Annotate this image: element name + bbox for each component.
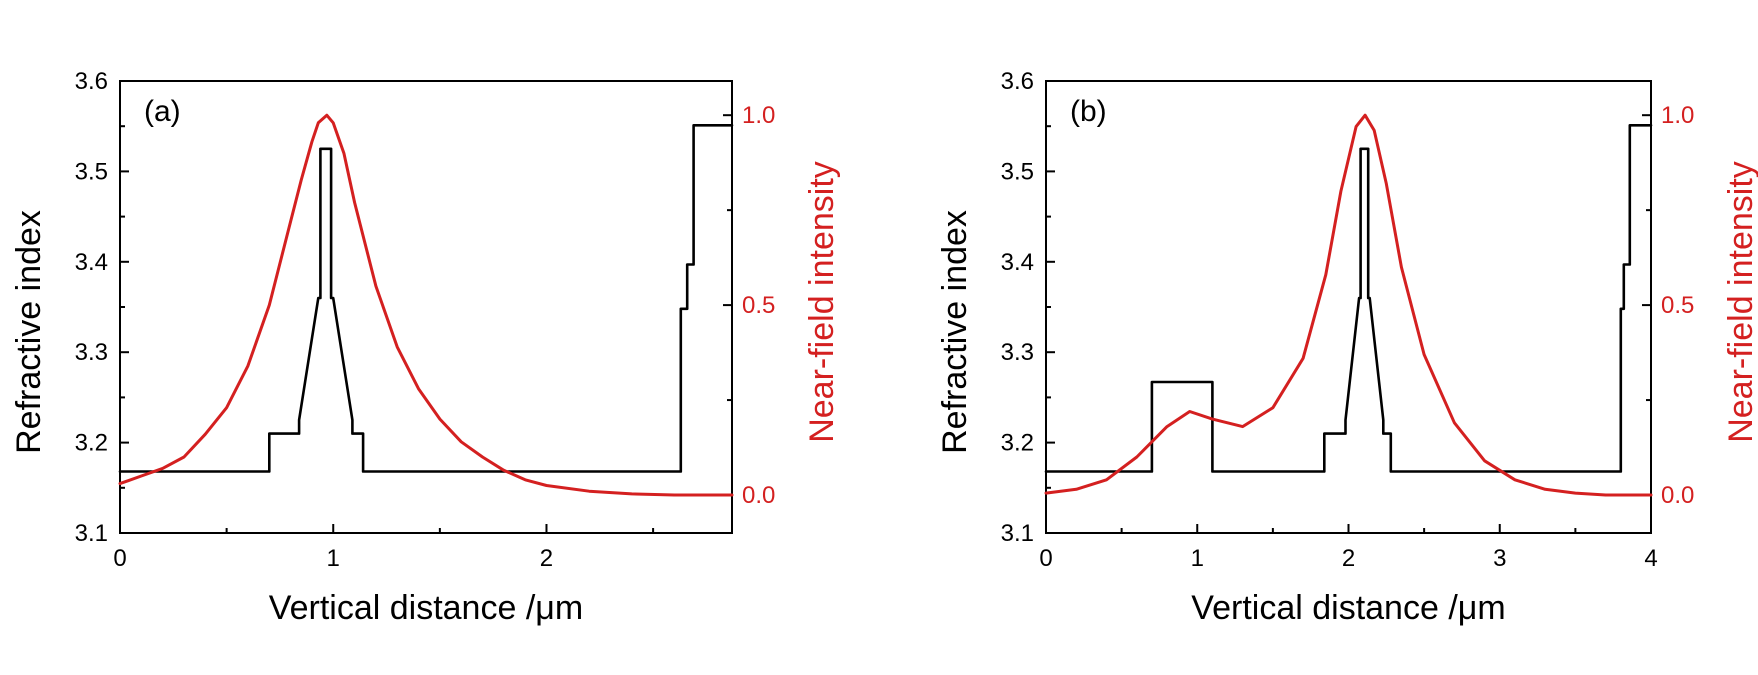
y-tick-label: 3.1 — [1001, 520, 1034, 547]
x-axis-title: Vertical distance /μm — [1191, 589, 1505, 627]
y-axis-title: Refractive index — [936, 210, 974, 454]
panel-label: (b) — [1070, 95, 1107, 128]
y2-tick-label: 0.5 — [1661, 292, 1694, 319]
y-tick-label: 3.2 — [1001, 430, 1034, 457]
y-tick-label: 3.6 — [1001, 68, 1034, 95]
y2-tick-label: 1.0 — [742, 102, 775, 129]
index-series-line — [118, 124, 734, 473]
x-tick-label: 3 — [1493, 545, 1506, 572]
plot-frame — [1045, 80, 1652, 534]
y-tick-label: 3.3 — [1001, 339, 1034, 366]
y2-axis-title: Near-field intensity — [803, 161, 841, 443]
intensity-series-line — [1044, 113, 1653, 497]
y-tick-label: 3.1 — [75, 520, 108, 547]
y2-tick-label: 0.5 — [742, 292, 775, 319]
y2-axis-title: Near-field intensity — [1722, 161, 1758, 443]
x-tick-label: 2 — [1342, 545, 1355, 572]
index-series-line — [1044, 124, 1653, 473]
y-tick-label: 3.5 — [1001, 158, 1034, 185]
y-tick-label: 3.4 — [1001, 249, 1034, 276]
x-axis-title: Vertical distance /μm — [269, 589, 583, 627]
y2-tick-label: 1.0 — [1661, 102, 1694, 129]
y-tick-label: 3.4 — [75, 249, 108, 276]
panel-a: 0 1 2 3.1 3.2 3.3 3.4 3.5 3.6 0.0 0.5 1.0 (a) Vertica… — [10, 68, 841, 627]
intensity-series-line — [118, 113, 734, 497]
panel-label: (a) — [144, 95, 181, 128]
y2-tick-label: 0.0 — [1661, 482, 1694, 509]
x-tick-label: 4 — [1644, 545, 1657, 572]
x-tick-label: 1 — [1191, 545, 1204, 572]
x-tick-label: 1 — [327, 545, 340, 572]
panel-b: 0 1 2 3 4 3.1 3.2 3.3 3.4 3.5 3.6 0.0 0.5 1.0 (b) Verti… — [936, 68, 1758, 627]
y-axis-title: Refractive index — [10, 210, 48, 454]
y-tick-label: 3.5 — [75, 158, 108, 185]
plot-frame — [119, 80, 733, 534]
x-tick-label: 0 — [113, 545, 126, 572]
y-tick-label: 3.6 — [75, 68, 108, 95]
x-tick-label: 2 — [540, 545, 553, 572]
y2-tick-label: 0.0 — [742, 482, 775, 509]
y-tick-label: 3.3 — [75, 339, 108, 366]
x-tick-label: 0 — [1039, 545, 1052, 572]
y-tick-label: 3.2 — [75, 430, 108, 457]
